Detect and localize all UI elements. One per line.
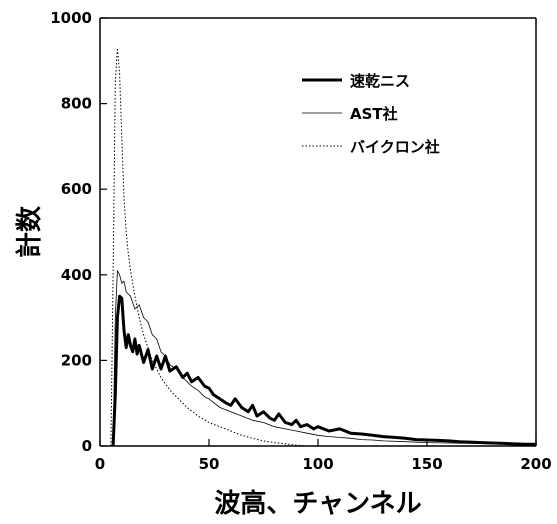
legend-label-0: 速乾ニス — [350, 72, 410, 90]
series-line-0 — [111, 294, 536, 447]
series-line-1 — [112, 270, 537, 447]
x-tick-label: 100 — [302, 455, 333, 473]
x-tick-label: 50 — [199, 455, 220, 473]
series-group — [110, 47, 537, 447]
legend-label-2: バイクロン社 — [350, 138, 440, 156]
x-tick-label: 150 — [411, 455, 442, 473]
y-tick-label: 200 — [61, 351, 92, 369]
y-tick-label: 400 — [61, 266, 92, 284]
x-tick-label: 0 — [95, 455, 105, 473]
y-tick-label: 600 — [61, 180, 92, 198]
y-axis-title: 計数 — [14, 205, 45, 258]
y-ticks: 0 200 400 600 800 1000 — [50, 9, 107, 455]
y-tick-label: 1000 — [50, 9, 92, 27]
plot-area — [99, 17, 537, 447]
x-axis-title: 波高、チャンネル — [214, 488, 421, 519]
y-tick-label: 0 — [82, 437, 92, 455]
y-tick-label: 800 — [61, 95, 92, 113]
series-line-2 — [110, 47, 308, 447]
legend-label-1: AST社 — [350, 105, 398, 123]
x-tick-label: 200 — [520, 455, 551, 473]
